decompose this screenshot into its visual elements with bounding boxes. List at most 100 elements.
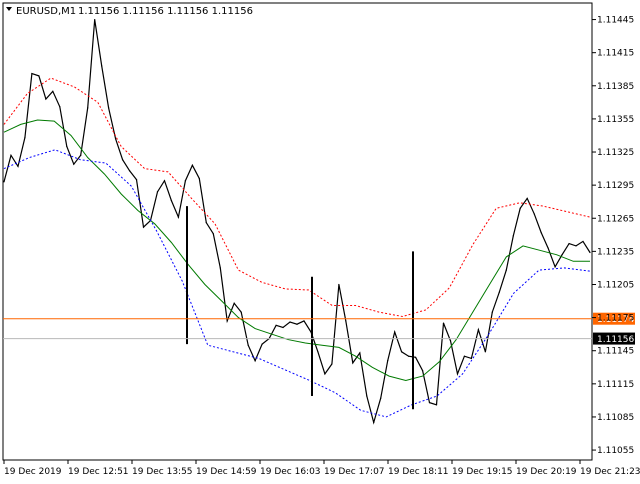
price-point	[582, 240, 584, 243]
x-tick-label: 19 Dec 20:19	[516, 467, 577, 477]
lower-band-group	[3, 149, 591, 418]
price-point	[108, 107, 110, 109]
upper-band-line	[3, 77, 591, 318]
price-point	[142, 226, 145, 228]
x-tick-label: 19 Dec 16:03	[260, 467, 321, 477]
price-point	[289, 321, 291, 323]
price-point	[198, 177, 200, 180]
x-tick-label: 19 Dec 13:55	[132, 467, 193, 477]
moving-average-line	[3, 119, 590, 382]
x-tick-label: 19 Dec 19:15	[452, 467, 513, 477]
y-tick-label: 1.11205	[597, 280, 634, 290]
price-point	[254, 360, 256, 362]
price-point	[387, 360, 389, 362]
price-series-group	[3, 18, 591, 425]
price-point	[121, 159, 124, 161]
x-tick-label: 19 Dec 2019	[4, 467, 62, 477]
price-point	[414, 356, 417, 358]
y-tick-label: 1.11055	[597, 446, 634, 456]
price-point	[317, 351, 319, 353]
price-point	[324, 373, 326, 375]
x-tick-label: 19 Dec 14:59	[196, 467, 257, 477]
price-point	[345, 320, 347, 322]
ohlc-values: 1.11156 1.11156 1.11156 1.11156	[78, 6, 253, 17]
price-point	[170, 199, 173, 202]
price-point	[366, 395, 368, 397]
price-point	[352, 362, 354, 364]
price-point	[205, 222, 207, 224]
symbol-timeframe: EURUSD,M1	[16, 6, 76, 17]
price-axis[interactable]: 1.11445 1.11415 1.11385 1.11355 1.11325 1.112…	[592, 16, 634, 457]
price-point	[554, 266, 556, 268]
price-point	[547, 247, 549, 249]
price-point	[191, 164, 193, 166]
price-point	[10, 154, 12, 156]
price-point	[219, 267, 221, 269]
price-point	[338, 283, 340, 286]
price-point	[435, 404, 438, 406]
price-point	[87, 107, 89, 109]
price-point	[135, 179, 138, 181]
price-point	[45, 98, 47, 100]
y-tick-label: 1.11175	[597, 314, 634, 324]
price-point	[401, 351, 403, 353]
y-tick-label: 1.11445	[597, 16, 634, 26]
price-point	[505, 269, 507, 271]
price-point	[498, 291, 500, 293]
price-point	[52, 90, 54, 92]
price-point	[533, 213, 535, 215]
price-point	[261, 343, 263, 345]
price-point	[156, 191, 159, 193]
bid-level-badge	[593, 332, 635, 345]
price-point	[275, 324, 277, 326]
alert-level-badge	[593, 312, 635, 325]
plot-frame	[2, 2, 593, 461]
upper-band-group	[3, 77, 591, 318]
price-point	[380, 397, 382, 399]
price-point	[115, 138, 117, 140]
price-point	[331, 363, 333, 365]
spike-bars-group	[186, 206, 414, 410]
price-point	[59, 106, 61, 108]
price-point	[540, 232, 542, 234]
price-levels-group[interactable]: 1.11174 1.11156	[3, 312, 635, 345]
price-point	[561, 254, 563, 256]
time-axis[interactable]: 19 Dec 2019 19 Dec 12:51 19 Dec 13:55 19 De…	[3, 460, 640, 477]
price-point	[477, 329, 479, 331]
collapse-triangle-icon[interactable]	[6, 7, 12, 11]
y-tick-label: 1.11325	[597, 148, 634, 158]
price-point	[296, 323, 298, 325]
bid-level-label: 1.11156	[597, 335, 634, 345]
price-point	[128, 170, 131, 172]
price-point	[359, 352, 361, 354]
price-point	[568, 243, 570, 245]
price-point	[456, 373, 459, 375]
y-tick-label: 1.11355	[597, 115, 634, 125]
moving-average-group	[3, 119, 590, 382]
x-tick-label: 19 Dec 12:51	[68, 467, 129, 477]
price-point	[66, 145, 68, 148]
y-tick-label: 1.11415	[597, 49, 634, 59]
price-point	[589, 251, 591, 254]
price-point	[226, 320, 228, 322]
price-point	[38, 75, 40, 77]
price-point	[484, 351, 486, 353]
price-point	[212, 233, 214, 235]
x-tick-label: 19 Dec 21:23	[580, 467, 640, 477]
price-point	[184, 180, 186, 182]
y-tick-label: 1.11265	[597, 214, 634, 224]
price-point	[442, 322, 445, 324]
lower-band-line	[3, 149, 591, 418]
price-point	[177, 216, 180, 218]
price-point	[31, 73, 33, 75]
price-point	[247, 344, 249, 346]
price-point	[80, 154, 82, 156]
price-point	[3, 181, 5, 183]
y-tick-label: 1.11115	[597, 380, 634, 390]
price-point	[73, 163, 75, 165]
x-tick-label: 19 Dec 18:11	[388, 467, 449, 477]
y-tick-label: 1.11085	[597, 413, 634, 423]
price-point	[526, 197, 528, 199]
